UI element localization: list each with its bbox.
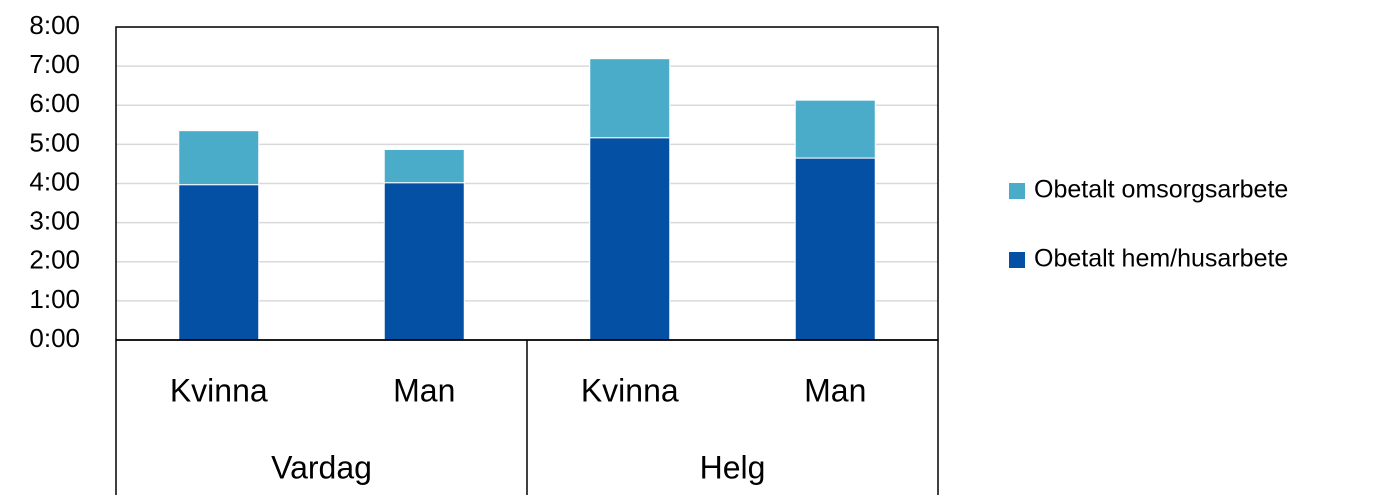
bar-segment [589,137,671,341]
bar-segment [178,130,260,186]
y-tick-label: 7:00 [29,49,80,79]
bar-segment [383,182,465,341]
y-tick-label: 1:00 [29,284,80,314]
legend-swatch [1009,183,1025,199]
legend-label: Obetalt omsorgsarbete [1034,176,1288,204]
y-tick-label: 3:00 [29,206,80,236]
legend-swatch [1009,252,1025,268]
y-tick-label: 2:00 [29,245,80,275]
bar-segment [383,148,465,184]
x-tick-label: Kvinna [170,372,268,408]
bar-segment [794,99,876,159]
y-tick-label: 6:00 [29,88,80,118]
x-tick-label: Kvinna [581,372,679,408]
bar-segment [178,184,260,341]
bar-segment [589,58,671,139]
group-label: Helg [700,449,766,485]
x-tick-label: Man [804,372,866,408]
y-tick-label: 4:00 [29,166,80,196]
y-tick-label: 0:00 [29,323,80,353]
group-label: Vardag [271,449,372,485]
x-tick-label: Man [393,372,455,408]
y-tick-label: 8:00 [29,10,80,40]
bar-segment [794,157,876,341]
y-tick-label: 5:00 [29,127,80,157]
legend-label: Obetalt hem/husarbete [1034,245,1288,273]
